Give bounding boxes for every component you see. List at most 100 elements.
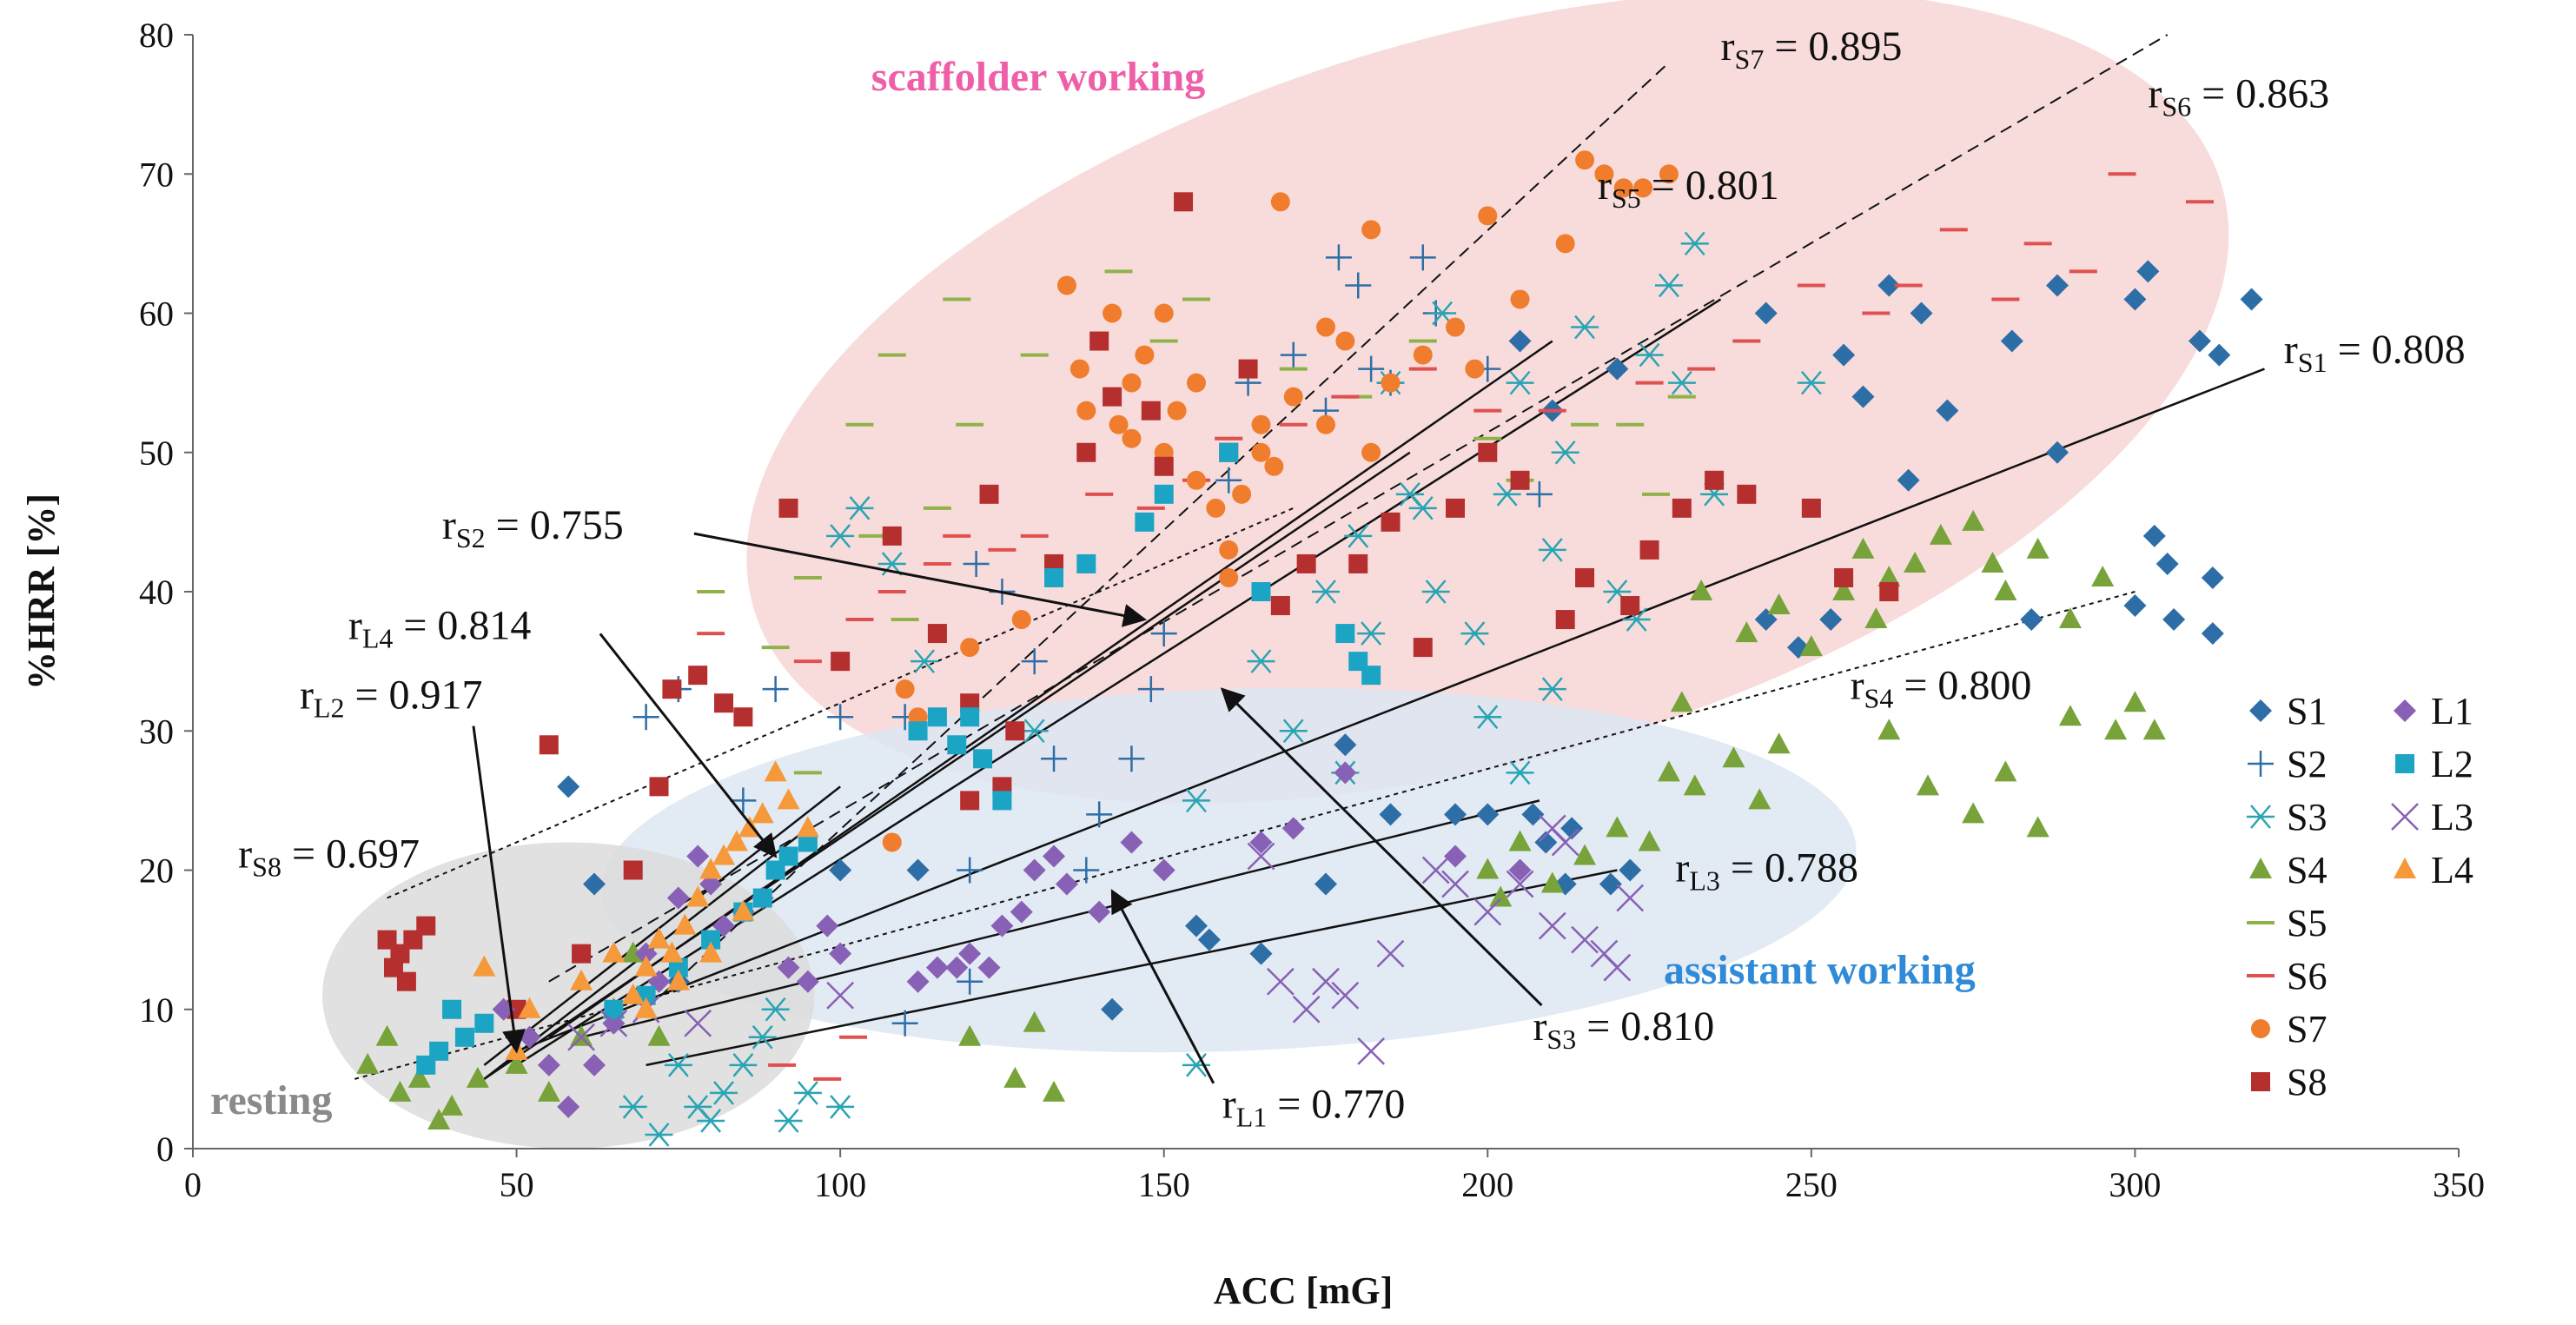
- point-L1: [1120, 831, 1143, 854]
- point-S3: [1020, 719, 1049, 744]
- legend-item-L2: L2: [2395, 743, 2473, 785]
- point-S8: [1801, 498, 1821, 518]
- point-S4: [1916, 774, 1939, 796]
- point-S8: [1238, 359, 1258, 379]
- point-S4: [440, 1094, 464, 1116]
- legend-label-S4: S4: [2287, 849, 2327, 891]
- point-S1: [1910, 301, 1933, 325]
- point-L4: [602, 941, 626, 963]
- x-tick-label: 350: [2433, 1165, 2485, 1204]
- x-axis-label: ACC [mG]: [1214, 1269, 1394, 1312]
- point-S4: [1877, 565, 1901, 586]
- point-S4: [1864, 607, 1888, 629]
- point-S4: [1489, 885, 1513, 907]
- point-S3: [1538, 677, 1566, 701]
- point-S1: [829, 858, 852, 882]
- point-L1: [945, 956, 969, 979]
- regression-line-L4: [483, 785, 841, 1066]
- point-S1: [2123, 594, 2147, 618]
- point-S4: [466, 1066, 489, 1088]
- x-tick-label: 300: [2109, 1165, 2161, 1204]
- point-S7: [1335, 331, 1355, 351]
- point-S3: [1357, 621, 1386, 646]
- point-L4: [777, 788, 800, 810]
- point-S8: [623, 860, 643, 880]
- point-L1: [686, 845, 710, 868]
- point-S3: [645, 1123, 673, 1147]
- series-L2: [416, 442, 1381, 1075]
- point-L3: [826, 981, 855, 1010]
- point-S3: [710, 1081, 738, 1105]
- point-S1: [582, 872, 606, 896]
- point-L3: [1603, 953, 1632, 982]
- point-S1: [2240, 288, 2263, 311]
- legend-item-S7: S7: [2251, 1008, 2327, 1050]
- point-S7: [1219, 567, 1239, 587]
- point-L1: [582, 1053, 606, 1077]
- point-S3: [1312, 580, 1340, 604]
- point-L1: [990, 914, 1014, 937]
- y-tick-label: 70: [139, 155, 174, 194]
- point-L2: [1044, 567, 1064, 587]
- legend-item-S2: S2: [2248, 743, 2327, 785]
- point-S7: [1122, 373, 1142, 393]
- point-L4: [751, 802, 774, 824]
- point-S7: [1575, 150, 1595, 170]
- region-scaffolder-working: [746, 0, 2229, 804]
- point-S4: [570, 1024, 593, 1046]
- point-L4: [764, 760, 787, 782]
- point-L2: [442, 999, 462, 1019]
- point-L2: [973, 749, 993, 769]
- x-tick-label: 200: [1461, 1165, 1513, 1204]
- point-L2: [1335, 624, 1355, 644]
- y-axis-label: %HRR [%]: [20, 494, 63, 690]
- point-S4: [1851, 537, 1875, 559]
- point-S3: [911, 649, 939, 673]
- point-S7: [1206, 498, 1226, 518]
- y-tick-label: 40: [139, 573, 174, 612]
- point-L1: [796, 970, 819, 993]
- point-S8: [1270, 596, 1290, 616]
- point-S1: [2142, 524, 2166, 547]
- point-S1: [1599, 872, 1622, 896]
- point-S2: [891, 1010, 918, 1037]
- y-tick-label: 10: [139, 990, 174, 1030]
- point-L3: [1506, 870, 1534, 898]
- point-S4: [2026, 816, 2050, 838]
- point-S7: [1465, 359, 1485, 379]
- point-S3: [729, 1053, 758, 1077]
- point-L4: [673, 913, 697, 935]
- point-L3: [1331, 981, 1360, 1010]
- point-L2: [474, 1013, 494, 1033]
- point-S4: [1799, 635, 1823, 657]
- point-S8: [1834, 567, 1854, 587]
- x-tick-label: 250: [1785, 1165, 1838, 1204]
- point-S2: [1073, 857, 1100, 884]
- legend-marker-S7: [2251, 1019, 2270, 1038]
- x-tick-label: 50: [500, 1165, 534, 1204]
- annotation-r-L1: rL1 = 0.770: [1222, 1082, 1406, 1133]
- point-S4: [1476, 858, 1500, 879]
- point-S8: [979, 484, 999, 504]
- point-S7: [1219, 540, 1239, 560]
- point-L4: [634, 997, 658, 1018]
- x-tick-label: 100: [814, 1165, 866, 1204]
- point-S3: [1571, 315, 1599, 340]
- point-L1: [1010, 900, 1033, 924]
- annotation-r-S1: rS1 = 0.808: [2284, 327, 2466, 378]
- point-S2: [1280, 341, 1307, 368]
- point-S4: [1722, 746, 1745, 768]
- point-L1: [1444, 845, 1467, 868]
- legend-label-S8: S8: [2287, 1061, 2327, 1103]
- point-S3: [1421, 580, 1450, 604]
- point-S4: [1573, 844, 1597, 865]
- legend-marker-S3: [2247, 805, 2275, 829]
- point-S8: [1446, 498, 1466, 518]
- y-tick-label: 30: [139, 712, 174, 751]
- y-tick-label: 80: [139, 16, 174, 55]
- point-L4: [570, 969, 593, 990]
- point-L3: [1551, 828, 1579, 857]
- point-L3: [1616, 884, 1645, 912]
- point-S2: [963, 550, 990, 577]
- point-L2: [1219, 442, 1239, 462]
